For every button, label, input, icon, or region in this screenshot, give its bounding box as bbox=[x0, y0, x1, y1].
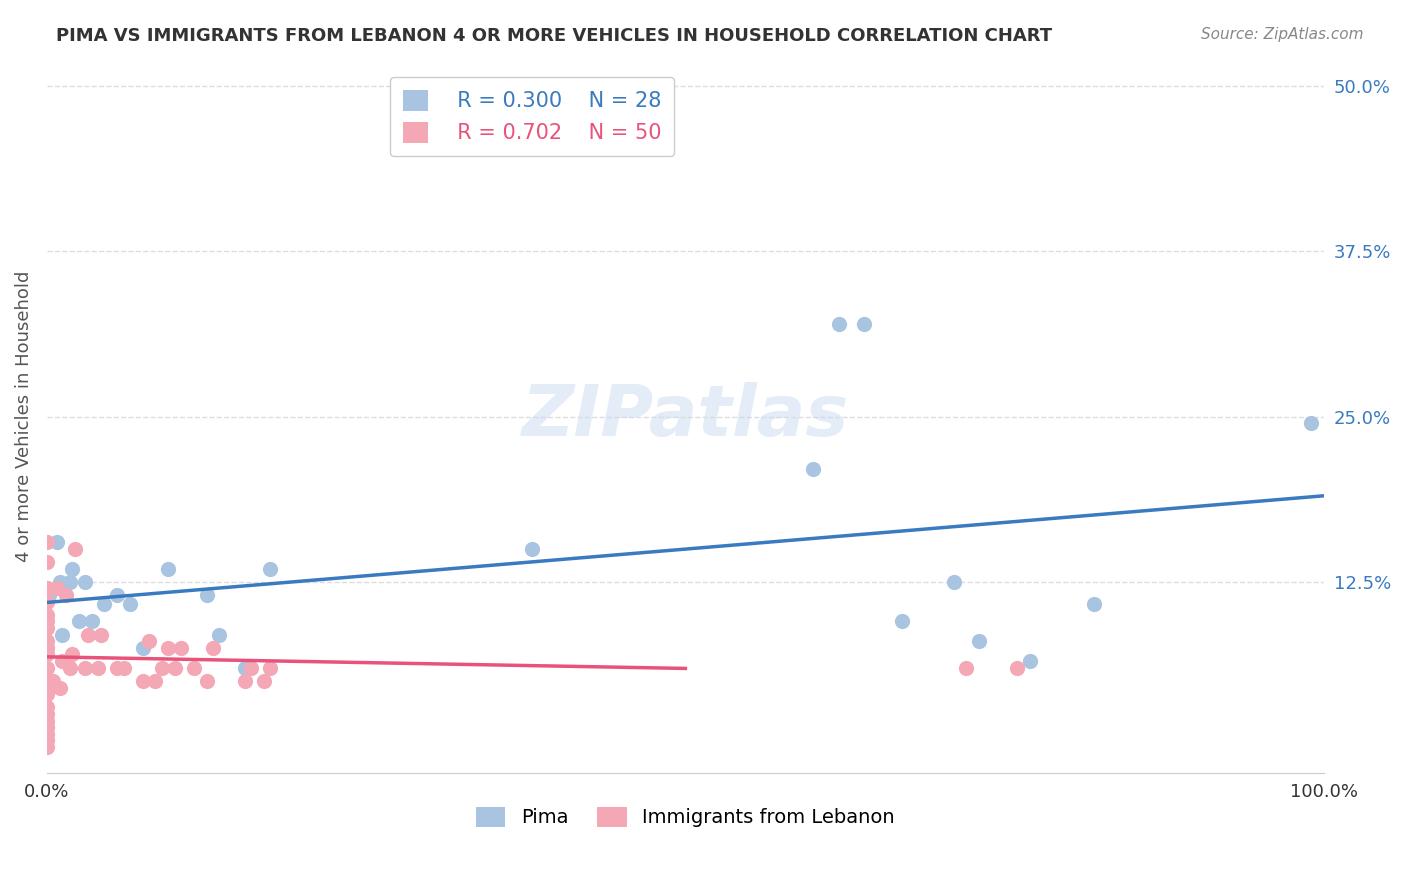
Point bbox=[55, 588, 77, 602]
Point bbox=[35, 648, 58, 662]
Point bbox=[75, 574, 97, 589]
Point bbox=[105, 661, 128, 675]
Point bbox=[62, 648, 84, 662]
Point bbox=[46, 582, 69, 596]
Point bbox=[51, 627, 73, 641]
Point bbox=[35, 673, 58, 688]
Point bbox=[35, 739, 58, 754]
Point bbox=[35, 634, 58, 648]
Point bbox=[35, 727, 58, 741]
Point bbox=[35, 661, 58, 675]
Point bbox=[801, 462, 824, 476]
Point bbox=[35, 615, 58, 629]
Point bbox=[955, 661, 977, 675]
Point bbox=[201, 640, 224, 655]
Point bbox=[48, 681, 70, 695]
Point bbox=[75, 661, 97, 675]
Point bbox=[59, 661, 82, 675]
Point bbox=[170, 640, 193, 655]
Point bbox=[827, 317, 849, 331]
Text: ZIPatlas: ZIPatlas bbox=[522, 382, 849, 451]
Point bbox=[46, 535, 69, 549]
Point bbox=[131, 673, 153, 688]
Point bbox=[195, 673, 218, 688]
Point bbox=[240, 661, 263, 675]
Point bbox=[35, 535, 58, 549]
Point bbox=[183, 661, 205, 675]
Point bbox=[131, 640, 153, 655]
Point bbox=[35, 687, 58, 701]
Point bbox=[157, 561, 180, 575]
Point bbox=[967, 634, 990, 648]
Point bbox=[93, 597, 115, 611]
Point bbox=[35, 594, 58, 608]
Legend: Pima, Immigrants from Lebanon: Pima, Immigrants from Lebanon bbox=[468, 799, 903, 835]
Point bbox=[118, 597, 141, 611]
Point bbox=[35, 640, 58, 655]
Point bbox=[233, 673, 256, 688]
Point bbox=[35, 582, 58, 596]
Point bbox=[38, 588, 60, 602]
Text: PIMA VS IMMIGRANTS FROM LEBANON 4 OR MORE VEHICLES IN HOUSEHOLD CORRELATION CHAR: PIMA VS IMMIGRANTS FROM LEBANON 4 OR MOR… bbox=[56, 27, 1052, 45]
Point bbox=[853, 317, 876, 331]
Point bbox=[59, 574, 82, 589]
Point bbox=[253, 673, 276, 688]
Point bbox=[150, 661, 173, 675]
Point bbox=[163, 661, 186, 675]
Point bbox=[35, 555, 58, 569]
Point bbox=[76, 627, 98, 641]
Point bbox=[63, 541, 86, 556]
Point bbox=[35, 700, 58, 714]
Point bbox=[1019, 654, 1042, 668]
Point bbox=[35, 621, 58, 635]
Point bbox=[1007, 661, 1029, 675]
Point bbox=[1083, 597, 1105, 611]
Y-axis label: 4 or more Vehicles in Household: 4 or more Vehicles in Household bbox=[15, 271, 32, 562]
Point bbox=[35, 607, 58, 622]
Point bbox=[520, 541, 543, 556]
Point bbox=[67, 615, 90, 629]
Point bbox=[48, 574, 70, 589]
Point bbox=[42, 673, 65, 688]
Point bbox=[89, 627, 111, 641]
Point bbox=[87, 661, 110, 675]
Point bbox=[112, 661, 135, 675]
Point bbox=[80, 615, 103, 629]
Point bbox=[195, 588, 218, 602]
Point bbox=[35, 733, 58, 747]
Point bbox=[35, 706, 58, 721]
Point bbox=[891, 615, 914, 629]
Point bbox=[942, 574, 965, 589]
Point bbox=[1301, 416, 1323, 430]
Point bbox=[105, 588, 128, 602]
Point bbox=[208, 627, 231, 641]
Point bbox=[51, 654, 73, 668]
Point bbox=[233, 661, 256, 675]
Point bbox=[35, 714, 58, 728]
Point bbox=[259, 561, 281, 575]
Text: Source: ZipAtlas.com: Source: ZipAtlas.com bbox=[1201, 27, 1364, 42]
Point bbox=[157, 640, 180, 655]
Point bbox=[145, 673, 167, 688]
Point bbox=[35, 720, 58, 734]
Point bbox=[259, 661, 281, 675]
Point bbox=[62, 561, 84, 575]
Point bbox=[138, 634, 160, 648]
